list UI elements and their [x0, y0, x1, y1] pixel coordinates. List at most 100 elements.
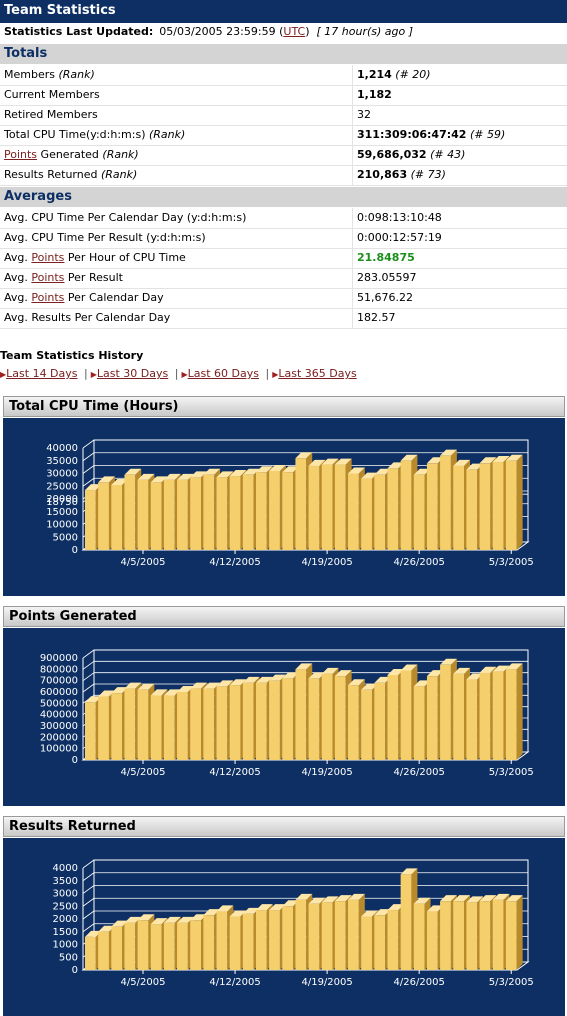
- period-link-30[interactable]: Last 30 Days: [96, 367, 169, 380]
- bar-top: [111, 478, 129, 485]
- y-tick-label: 25000: [46, 481, 78, 492]
- averages-heading-bar: Averages: [0, 187, 567, 207]
- bar-front: [400, 460, 412, 550]
- bar-front: [111, 926, 123, 970]
- bar-side: [516, 663, 523, 760]
- stat-label: Retired Members: [4, 108, 98, 121]
- stat-rank: (# 20): [395, 68, 431, 81]
- stat-rank: (# 73): [410, 168, 446, 181]
- bar-front: [334, 901, 346, 970]
- period-link-60[interactable]: Last 60 Days: [187, 367, 259, 380]
- stat-value: 0:098:13:10:48: [357, 211, 442, 224]
- y-tick-label: 4000: [53, 863, 78, 874]
- points-chart: 0100000200000300000400000500000600000700…: [40, 649, 534, 778]
- bar-top: [426, 457, 444, 464]
- bar-top: [229, 679, 247, 686]
- bar-front: [348, 473, 359, 550]
- bar-front: [505, 460, 517, 550]
- x-tick-label: 5/3/2005: [489, 557, 534, 568]
- period-link-365[interactable]: Last 365 Days: [278, 367, 357, 380]
- stat-value: 182.57: [357, 311, 396, 324]
- bar-front: [348, 685, 359, 760]
- bar-top: [255, 466, 273, 473]
- chart-header-points: Points Generated: [3, 606, 565, 627]
- totals-heading-bar: Totals: [0, 44, 567, 64]
- utc-link[interactable]: UTC: [283, 25, 306, 38]
- bar-front: [163, 695, 175, 760]
- bar-front: [269, 680, 280, 760]
- bar-front: [374, 915, 386, 970]
- bar-top: [295, 893, 313, 900]
- bar-front: [426, 911, 438, 970]
- chart-panel-points: 0 100000 200000 300000 400000 500000 600000 700…: [3, 628, 565, 806]
- bar-front: [492, 671, 504, 760]
- bar-top: [466, 673, 484, 680]
- bar-front: [413, 474, 425, 550]
- bar-top: [492, 456, 510, 463]
- avg-row-points-per-hour: Avg. Points Per Hour of CPU Time 21.8487…: [0, 248, 567, 269]
- bar-front: [479, 901, 491, 970]
- bar-front: [190, 477, 201, 550]
- grid-diag: [82, 477, 95, 487]
- stat-label: Results Returned: [4, 168, 98, 181]
- bar-front: [505, 669, 517, 760]
- bar-front: [85, 490, 96, 550]
- x-tick-label: 5/3/2005: [489, 977, 534, 988]
- bar-front: [111, 484, 123, 550]
- bar-front: [295, 899, 307, 970]
- bar-front: [321, 464, 333, 550]
- bar-top: [479, 457, 497, 464]
- bar-front: [203, 688, 215, 760]
- bar-top: [361, 910, 378, 917]
- stat-value: 0:000:12:57:19: [357, 231, 442, 244]
- bar: [505, 454, 523, 550]
- bar-front: [361, 916, 372, 970]
- points-link[interactable]: Points: [31, 251, 65, 264]
- chart-panel-cpu-time: 0 5000 10000 15000 18750 20000 25000 30000 35000…: [3, 418, 565, 596]
- bar-top: [269, 904, 286, 911]
- y-tick-label: 18750: [46, 497, 78, 508]
- period-link-14[interactable]: Last 14 Days: [6, 367, 78, 380]
- bar-top: [440, 658, 457, 665]
- grid-diag: [82, 661, 95, 670]
- y-tick-label: 2500: [53, 901, 78, 912]
- bar-top: [466, 896, 484, 903]
- bar-front: [85, 702, 96, 760]
- bar-top: [98, 476, 115, 483]
- points-link[interactable]: Points: [31, 291, 65, 304]
- last-updated-line: Statistics Last Updated: 05/03/2005 23:59…: [4, 25, 413, 38]
- x-tick-label: 4/12/2005: [209, 977, 260, 988]
- bar-top: [282, 672, 300, 679]
- bar-top: [282, 900, 300, 907]
- y-tick-label: 400000: [40, 710, 78, 721]
- bar-top: [85, 930, 102, 937]
- bar-top: [150, 476, 168, 483]
- chart-panel-results: 0 500 1000 1500 2000 2500 3000 3500 4000 4/5/2005…: [3, 838, 565, 1016]
- points-link[interactable]: Points: [4, 148, 38, 161]
- stat-label-suffix: Per Calendar Day: [64, 291, 164, 304]
- bar-front: [137, 479, 149, 550]
- bar-front: [255, 910, 267, 970]
- bar-top: [150, 918, 168, 925]
- bar-front: [295, 458, 307, 550]
- bar-front: [426, 463, 438, 550]
- y-tick-label: 100000: [40, 744, 78, 755]
- page-title: Team Statistics: [4, 3, 116, 18]
- bar-side: [516, 454, 523, 550]
- bar-front: [321, 902, 333, 970]
- bar-front: [374, 682, 386, 760]
- bar-top: [295, 663, 313, 670]
- bar-front: [374, 474, 386, 550]
- bar-front: [190, 688, 201, 760]
- y-tick-label: 40000: [46, 443, 78, 454]
- bar-top: [98, 925, 115, 932]
- points-link[interactable]: Points: [31, 271, 65, 284]
- stat-value: 283.05597: [357, 271, 417, 284]
- bar-top: [216, 680, 234, 687]
- bar-front: [229, 476, 241, 550]
- bar-front: [413, 903, 425, 970]
- x-tick-label: 4/19/2005: [301, 977, 352, 988]
- x-tick-label: 4/5/2005: [121, 767, 166, 778]
- bar-top: [242, 907, 260, 914]
